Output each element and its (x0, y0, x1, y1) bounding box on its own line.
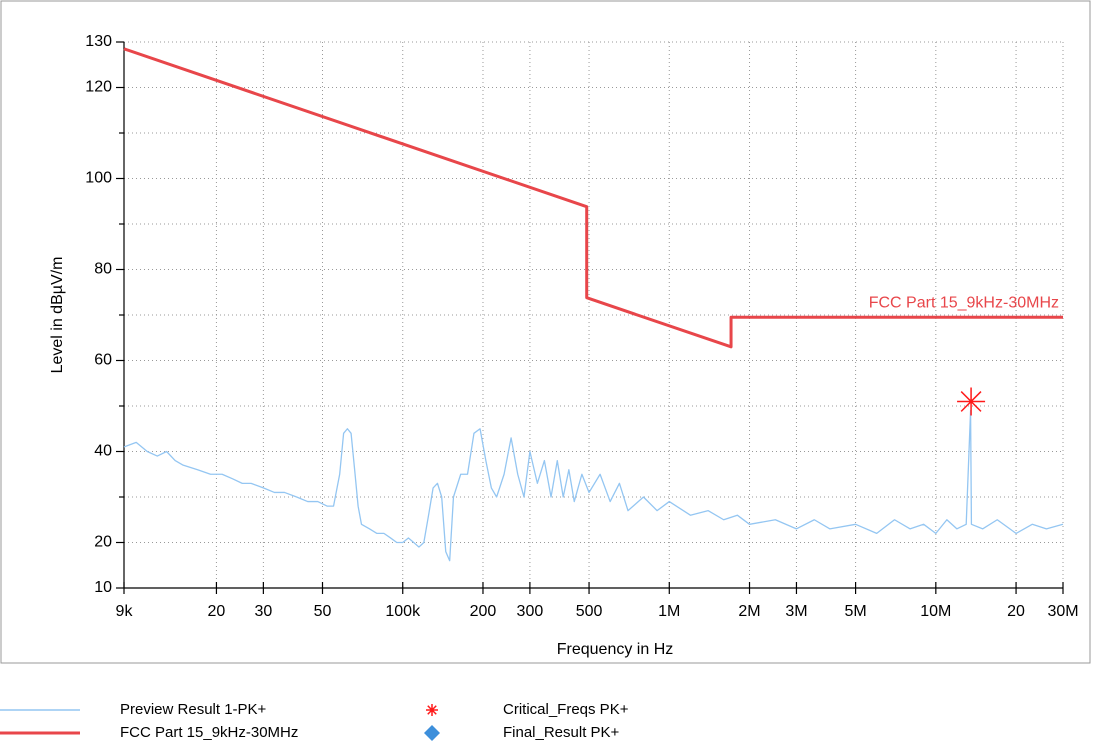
x-tick-label: 100k (385, 603, 421, 620)
x-tick-label: 5M (844, 603, 866, 620)
x-tick-label: 2M (738, 603, 760, 620)
legend-label: FCC Part 15_9kHz-30MHz (120, 724, 298, 741)
y-axis-label: Level in dBµV/m (49, 257, 66, 374)
y-tick-label: 120 (85, 79, 112, 96)
y-tick-label: 60 (94, 352, 112, 369)
legend-label: Preview Result 1-PK+ (120, 701, 267, 718)
x-tick-label: 3M (785, 603, 807, 620)
annotation: FCC Part 15_9kHz-30MHz (869, 294, 1059, 311)
series-line (123, 409, 1064, 562)
x-tick-label: 50 (314, 603, 332, 620)
x-tick-label: 10M (920, 603, 951, 620)
y-tick-label: 20 (94, 534, 112, 551)
x-tick-label: 30M (1047, 603, 1078, 620)
x-tick-label: 300 (517, 603, 544, 620)
legend-swatch (424, 725, 440, 741)
legend-swatch (426, 704, 438, 716)
x-tick-label: 20 (1007, 603, 1025, 620)
plot-frame (0, 0, 1091, 664)
y-tick-label: 40 (94, 443, 112, 460)
x-axis-label: Frequency in Hz (557, 641, 674, 658)
x-tick-label: 200 (470, 603, 497, 620)
y-tick-label: 10 (94, 579, 112, 596)
x-tick-label: 500 (576, 603, 603, 620)
critical-marker (957, 387, 986, 416)
legend-label: Critical_Freqs PK+ (503, 701, 629, 718)
x-tick-label: 30 (254, 603, 272, 620)
legend-label: Final_Result PK+ (503, 724, 620, 741)
y-tick-label: 100 (85, 170, 112, 187)
x-tick-label: 9k (116, 603, 134, 620)
y-tick-label: 80 (94, 261, 112, 278)
x-tick-label: 1M (658, 603, 680, 620)
series-line (123, 47, 1063, 349)
y-tick-label: 130 (85, 33, 112, 50)
x-tick-label: 20 (208, 603, 226, 620)
